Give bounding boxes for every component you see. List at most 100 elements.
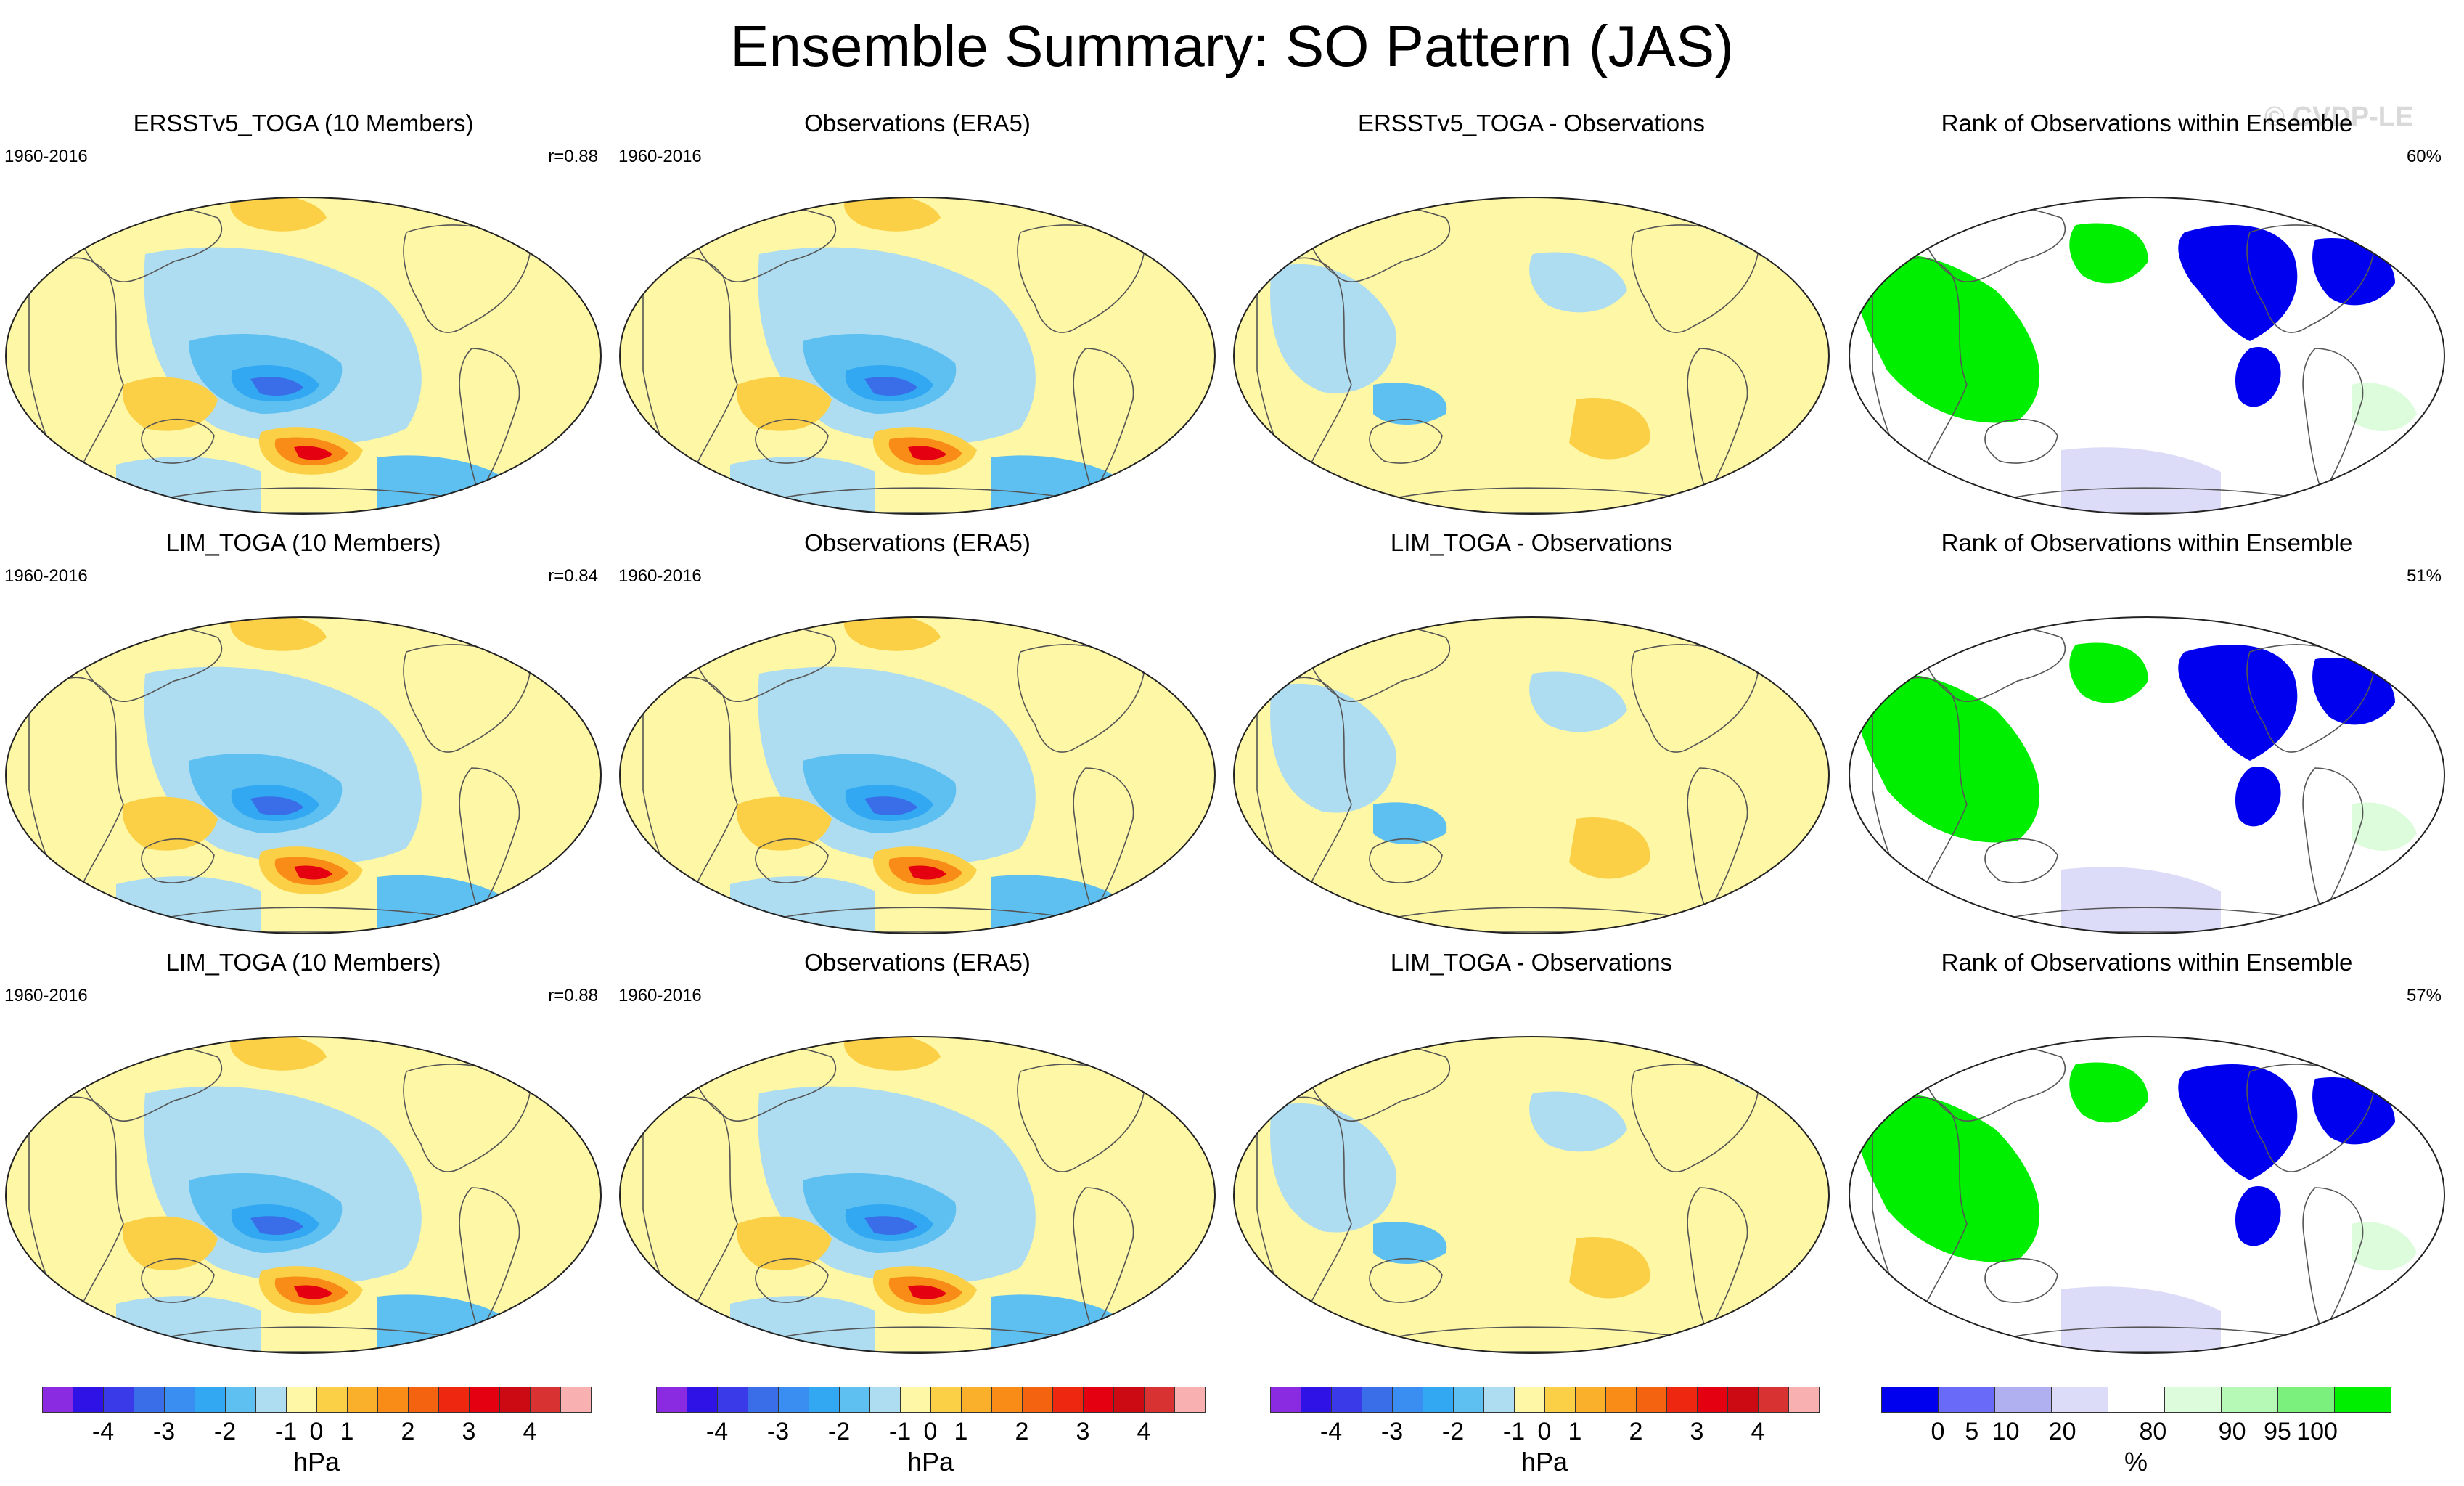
colorbar-tick-label: -2 bbox=[827, 1418, 851, 1445]
map-diff-row1 bbox=[1233, 197, 1830, 515]
colorbar-tick-label: -3 bbox=[766, 1418, 790, 1445]
colorbar-tick-label: 95 bbox=[2264, 1418, 2291, 1445]
colorbar-2: -4 -3 -2 -1 0 1 2 3 4 hPa bbox=[656, 1387, 1206, 1482]
map-panel-model-row2: LIM_TOGA (10 Members) 1960-2016 r=0.84 bbox=[0, 528, 607, 950]
colorbar-tick-label: -4 bbox=[705, 1418, 729, 1445]
figure-title: Ensemble Summary: SO Pattern (JAS) bbox=[730, 14, 1734, 78]
panel-title: LIM_TOGA - Observations bbox=[1390, 529, 1673, 556]
colorbar-swatch bbox=[1881, 1387, 1939, 1413]
colorbar-swatch bbox=[499, 1387, 531, 1413]
panel-title: Rank of Observations within Ensemble bbox=[1941, 110, 2353, 136]
colorbar-swatches bbox=[42, 1387, 592, 1413]
map-panel-diff-row2: LIM_TOGA - Observations bbox=[1228, 528, 1835, 950]
colorbar-tick-label: 2 bbox=[1015, 1418, 1029, 1445]
colorbar-unit-label: % bbox=[2124, 1447, 2148, 1477]
colorbar-1: -4 -3 -2 -1 0 1 2 3 4 hPa bbox=[42, 1387, 592, 1482]
colorbar-swatch bbox=[1758, 1387, 1789, 1413]
colorbar-swatch bbox=[930, 1387, 962, 1413]
colorbar-tick-label: -1 bbox=[1502, 1418, 1526, 1445]
colorbar-swatch bbox=[2334, 1387, 2391, 1413]
colorbar-tick-label: 2 bbox=[401, 1418, 415, 1445]
colorbar-tick-label: 0 bbox=[309, 1418, 324, 1445]
map-panel-rank-row3: Rank of Observations within Ensemble 57% bbox=[1843, 948, 2450, 1369]
colorbar-swatches bbox=[1881, 1387, 2391, 1413]
colorbar-tick-label: 2 bbox=[1629, 1418, 1643, 1445]
colorbar-swatch bbox=[1994, 1387, 2052, 1413]
watermark: © CVDP-LE bbox=[2264, 102, 2414, 132]
colorbar-swatch bbox=[347, 1387, 378, 1413]
colorbar-tick-label: 4 bbox=[1751, 1418, 1765, 1445]
colorbar-swatch bbox=[1392, 1387, 1423, 1413]
colorbar-tick-label: 80 bbox=[2139, 1418, 2167, 1445]
panel-title: ERSSTv5_TOGA - Observations bbox=[1357, 110, 1706, 136]
map-panel-model-row3: LIM_TOGA (10 Members) 1960-2016 r=0.88 bbox=[0, 948, 607, 1369]
colorbar-swatch bbox=[1083, 1387, 1114, 1413]
colorbar-swatch bbox=[717, 1387, 748, 1413]
colorbar-swatch bbox=[2221, 1387, 2278, 1413]
colorbar-tick-label: 10 bbox=[1992, 1418, 2020, 1445]
colorbar-swatch bbox=[1697, 1387, 1728, 1413]
colorbar-swatch bbox=[134, 1387, 165, 1413]
map-obs-row3 bbox=[619, 1036, 1216, 1354]
map-obs-row1 bbox=[619, 197, 1216, 515]
colorbar-tick-label: -3 bbox=[152, 1418, 176, 1445]
colorbar-swatch bbox=[377, 1387, 409, 1413]
colorbar-tick-label: 4 bbox=[523, 1418, 537, 1445]
colorbar-swatch bbox=[1666, 1387, 1698, 1413]
colorbar-tick-label: -1 bbox=[888, 1418, 912, 1445]
colorbar-tick-label: 100 bbox=[2296, 1418, 2338, 1445]
colorbar-swatch bbox=[869, 1387, 901, 1413]
colorbar-swatch bbox=[2051, 1387, 2108, 1413]
map-rank-row3 bbox=[1849, 1036, 2445, 1354]
map-model-row2 bbox=[5, 616, 602, 934]
colorbar-unit-label: hPa bbox=[292, 1447, 340, 1477]
colorbar-swatch bbox=[255, 1387, 287, 1413]
colorbar-swatches bbox=[1270, 1387, 1820, 1413]
colorbar-tick-label: 90 bbox=[2218, 1418, 2246, 1445]
colorbar-swatch bbox=[1483, 1387, 1515, 1413]
colorbar-swatch bbox=[530, 1387, 561, 1413]
colorbar-3: -4 -3 -2 -1 0 1 2 3 4 hPa bbox=[1270, 1387, 1820, 1482]
rank-percent-label: 57% bbox=[2406, 986, 2442, 1005]
colorbar-unit-label: hPa bbox=[906, 1447, 954, 1477]
map-panel-obs-row3: Observations (ERA5) 1960-2016 bbox=[614, 948, 1221, 1369]
colorbar-swatch bbox=[991, 1387, 1023, 1413]
colorbar-swatch bbox=[225, 1387, 256, 1413]
colorbar-swatch bbox=[2277, 1387, 2335, 1413]
colorbar-swatch bbox=[1575, 1387, 1606, 1413]
map-panel-rank-row1: Rank of Observations within Ensemble 60% bbox=[1843, 109, 2450, 530]
colorbar-swatch bbox=[438, 1387, 470, 1413]
colorbar-swatch bbox=[164, 1387, 195, 1413]
colorbar-swatch bbox=[408, 1387, 439, 1413]
colorbar-swatch bbox=[1636, 1387, 1667, 1413]
colorbar-tick-label: -4 bbox=[91, 1418, 115, 1445]
panel-title: Rank of Observations within Ensemble bbox=[1941, 529, 2353, 556]
period-label: 1960-2016 bbox=[618, 566, 702, 586]
panel-title: LIM_TOGA (10 Members) bbox=[165, 949, 441, 976]
colorbar-tick-label: -2 bbox=[1441, 1418, 1465, 1445]
map-obs-row2 bbox=[619, 616, 1216, 934]
colorbar-swatch bbox=[1301, 1387, 1332, 1413]
panel-title: LIM_TOGA (10 Members) bbox=[165, 529, 441, 556]
colorbar-tick-label: 0 bbox=[1537, 1418, 1552, 1445]
colorbar-swatch bbox=[1362, 1387, 1393, 1413]
period-label: 1960-2016 bbox=[618, 147, 702, 166]
colorbar-swatch bbox=[778, 1387, 809, 1413]
map-model-row1 bbox=[5, 197, 602, 515]
colorbar-swatch bbox=[316, 1387, 348, 1413]
map-panel-model-row1: ERSSTv5_TOGA (10 Members) 1960-2016 r=0.88 bbox=[0, 109, 607, 530]
colorbar-swatch bbox=[1052, 1387, 1084, 1413]
map-panel-diff-row1: ERSSTv5_TOGA - Observations bbox=[1228, 109, 1835, 530]
colorbar-4: 0 5 10 20 80 90 95 100% bbox=[1881, 1387, 2391, 1482]
colorbar-swatch bbox=[1514, 1387, 1545, 1413]
colorbar-swatches bbox=[656, 1387, 1206, 1413]
colorbar-tick-label: 3 bbox=[462, 1418, 476, 1445]
map-rank-row2 bbox=[1849, 616, 2445, 934]
colorbar-swatch bbox=[1423, 1387, 1454, 1413]
colorbar-tick-label: -2 bbox=[213, 1418, 237, 1445]
correlation-label: r=0.84 bbox=[548, 566, 598, 586]
colorbar-swatch bbox=[839, 1387, 870, 1413]
colorbar-tick-label: -4 bbox=[1319, 1418, 1343, 1445]
colorbar-swatch bbox=[809, 1387, 840, 1413]
colorbar-swatch bbox=[900, 1387, 931, 1413]
